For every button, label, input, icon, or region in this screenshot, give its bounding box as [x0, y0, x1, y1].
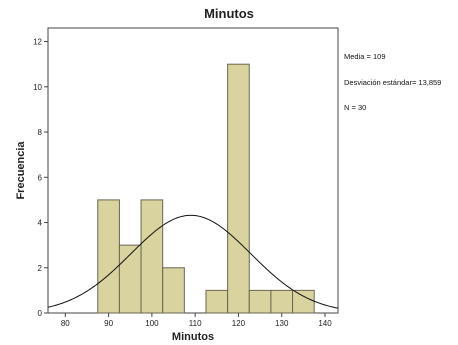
plot-area: [47, 27, 339, 314]
histogram-bar: [140, 199, 164, 314]
histogram-bar: [270, 289, 294, 314]
y-tick-label: 4: [38, 219, 43, 228]
y-tick-label: 6: [38, 173, 43, 182]
stat-n: N = 30: [344, 103, 367, 112]
y-tick-label: 10: [33, 83, 42, 92]
stat-mean: Media = 109: [344, 52, 386, 61]
stats-legend: Media = 109 Desviación estándar= 13,859 …: [344, 36, 441, 130]
x-axis-label: Minutos: [172, 331, 214, 343]
y-tick-label: 8: [38, 128, 43, 137]
histogram-bar: [227, 63, 250, 314]
y-tick-label: 12: [33, 38, 42, 47]
histogram-bar: [97, 199, 120, 314]
x-tick-label: 130: [275, 319, 289, 328]
x-tick-label: 90: [104, 319, 113, 328]
normal-curve: [47, 214, 339, 309]
histogram-bar: [248, 289, 272, 314]
histogram-bar: [118, 244, 142, 314]
y-tick-label: 0: [38, 309, 43, 318]
x-tick-label: 140: [318, 319, 332, 328]
histogram-bar: [205, 289, 229, 314]
x-tick-label: 100: [145, 319, 159, 328]
histogram-bar: [162, 267, 185, 314]
y-axis-label: Frecuencia: [15, 141, 27, 200]
y-tick-label: 2: [38, 264, 43, 273]
histogram-bar: [292, 289, 315, 314]
chart-title: Minutos: [204, 6, 254, 21]
x-tick-label: 120: [232, 319, 246, 328]
stat-sd: Desviación estándar= 13,859: [344, 77, 442, 87]
x-tick-label: 80: [61, 319, 70, 328]
x-tick-label: 110: [189, 319, 202, 328]
